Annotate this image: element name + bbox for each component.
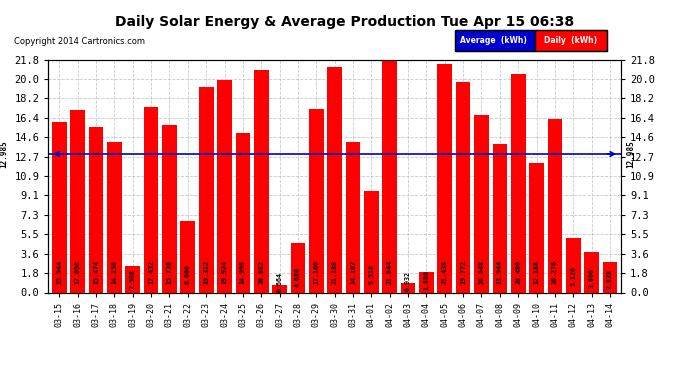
Text: 6.660: 6.660 [185,264,191,284]
Text: 19.312: 19.312 [203,260,209,284]
Bar [382,60,397,292]
Text: 17.432: 17.432 [148,260,154,284]
Bar [254,70,268,292]
Text: 4.680: 4.680 [295,267,301,286]
Bar [70,110,85,292]
Bar [548,119,562,292]
Text: 15.944: 15.944 [57,260,62,284]
Text: 14.998: 14.998 [240,260,246,284]
Text: 0.664: 0.664 [277,272,283,292]
Bar [566,238,580,292]
Text: 12.188: 12.188 [533,260,540,284]
Text: 16.648: 16.648 [478,260,484,284]
Text: 16.276: 16.276 [552,260,558,284]
Text: 15.736: 15.736 [166,260,172,284]
Bar [364,191,379,292]
Text: 17.160: 17.160 [313,260,319,284]
Bar [126,266,140,292]
Bar [493,144,507,292]
Bar [107,141,121,292]
Bar [235,132,250,292]
Text: 2.508: 2.508 [130,269,136,289]
Text: 15.474: 15.474 [93,260,99,284]
Bar [474,115,489,292]
Bar [327,66,342,292]
Text: 3.806: 3.806 [589,268,595,288]
Text: 12.985: 12.985 [627,140,635,168]
Text: 14.102: 14.102 [350,260,356,284]
Text: 12.985: 12.985 [0,140,8,168]
Text: 0.932: 0.932 [405,271,411,291]
Text: 9.518: 9.518 [368,264,375,284]
Bar [419,273,434,292]
Text: 21.844: 21.844 [386,260,393,284]
Text: Daily Solar Energy & Average Production Tue Apr 15 06:38: Daily Solar Energy & Average Production … [115,15,575,29]
Text: 20.882: 20.882 [258,260,264,284]
Text: 19.772: 19.772 [460,260,466,284]
Bar [89,128,104,292]
Bar [309,110,324,292]
Text: 21.438: 21.438 [442,260,448,284]
Text: 2.838: 2.838 [607,269,613,289]
Text: 19.924: 19.924 [221,260,228,284]
Text: 17.098: 17.098 [75,260,81,284]
Text: 14.158: 14.158 [111,260,117,284]
Text: 1.880: 1.880 [424,270,429,290]
Text: 5.120: 5.120 [570,266,576,286]
Bar [602,262,618,292]
Text: 13.944: 13.944 [497,260,503,284]
Bar [199,87,213,292]
Bar [217,80,232,292]
Text: 20.480: 20.480 [515,260,521,284]
Text: Average  (kWh): Average (kWh) [460,36,526,45]
Bar [52,123,67,292]
Bar [401,282,415,292]
Bar [529,162,544,292]
Bar [437,64,452,292]
Bar [162,124,177,292]
Text: Copyright 2014 Cartronics.com: Copyright 2014 Cartronics.com [14,38,145,46]
Bar [181,222,195,292]
Bar [456,82,471,292]
Bar [290,243,305,292]
Bar [584,252,599,292]
Text: Daily  (kWh): Daily (kWh) [544,36,597,45]
Text: 21.188: 21.188 [332,260,337,284]
Bar [144,106,159,292]
Bar [273,285,287,292]
Bar [511,74,526,292]
Bar [346,142,360,292]
